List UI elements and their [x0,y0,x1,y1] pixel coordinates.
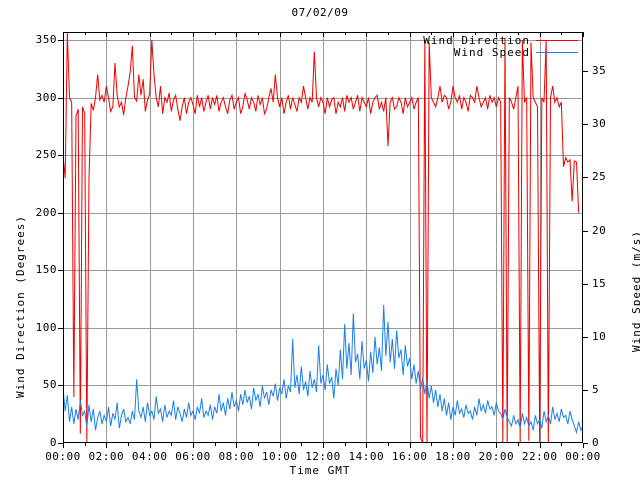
y-left-tick-label-2: 100 [35,320,57,334]
y-left-tick-label-3: 150 [35,263,57,277]
y-left-tick-label-7: 350 [35,33,57,47]
y-left-tick-label-0: 0 [49,436,57,449]
y-axis-left-title: Wind Direction (Degrees) [14,215,27,398]
y-right-tick-label-1: 5 [592,382,600,396]
legend-label-1: Wind Speed [453,46,530,59]
legend-label-0: Wind Direction [423,34,530,47]
x-tick-label-8: 16:00 [391,450,428,463]
y-right-tick-label-3: 15 [592,276,607,290]
y-left-tick-label-1: 50 [42,378,57,392]
x-tick-label-3: 06:00 [175,450,211,463]
x-tick-label-0: 00:00 [45,450,81,463]
y-right-tick-label-0: 0 [592,436,600,449]
x-tick-label-11: 22:00 [521,450,558,463]
x-tick-label-5: 10:00 [261,450,298,463]
x-tick-label-6: 12:00 [305,450,341,463]
x-tick-label-10: 20:00 [478,450,515,463]
y-left-tick-label-4: 200 [35,205,57,219]
x-tick-label-4: 08:00 [218,450,255,463]
x-tick-label-1: 02:00 [88,450,125,463]
y-left-tick-label-5: 250 [35,148,57,162]
series-line-1 [63,304,583,435]
y-right-tick-label-4: 20 [592,223,607,237]
y-left-tick-label-6: 300 [35,90,57,104]
x-axis-title: Time GMT [289,464,351,477]
x-tick-label-7: 14:00 [348,450,385,463]
y-right-tick-label-5: 25 [592,170,607,184]
x-tick-label-9: 18:00 [435,450,471,463]
chart-title: 07/02/09 [291,6,349,19]
x-tick-label-12: 00:00 [565,450,601,463]
y-right-tick-label-2: 10 [592,329,607,343]
series-line-0 [63,33,580,443]
x-tick-label-2: 04:00 [131,450,168,463]
y-right-tick-label-7: 35 [592,64,607,78]
y-right-tick-label-6: 30 [592,117,607,131]
